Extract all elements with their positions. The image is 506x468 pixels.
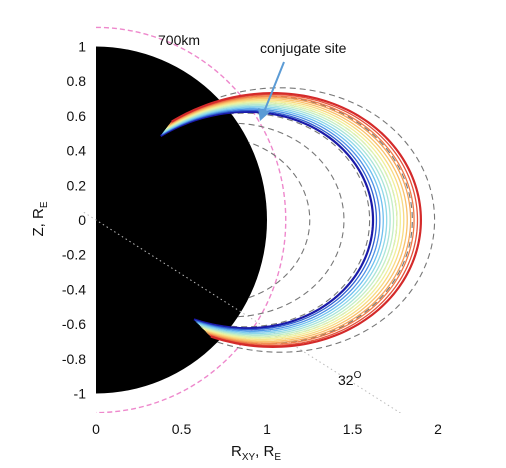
flux-tube-line-5 <box>164 104 391 336</box>
y-tick-label: -1 <box>74 386 87 402</box>
dipole-field-line-2 <box>231 112 371 328</box>
conjugate-site-label: conjugate site <box>260 40 347 56</box>
y-tick-label: 0 <box>78 212 86 228</box>
y-tick-label: -0.8 <box>62 351 86 367</box>
flux-tube-line-9 <box>167 99 405 341</box>
x-tick-label: 1 <box>263 421 271 437</box>
y-tick-label: 0.2 <box>67 177 87 193</box>
plot-area <box>82 26 436 413</box>
reference-line-32deg <box>82 210 402 413</box>
reference-lines <box>82 210 402 413</box>
flux-tube-line-7 <box>165 101 398 339</box>
dipole-field-line-4 <box>221 95 413 345</box>
earth-disk <box>96 46 267 394</box>
x-tick-label: 0 <box>92 421 100 437</box>
flux-tube <box>160 92 423 348</box>
dipole-field-line-5 <box>217 87 436 353</box>
y-axis-ticks: 1 0.8 0.6 0.4 0.2 0 -0.2 -0.4 -0.6 -0.8 -1 <box>62 39 86 402</box>
altitude-circle-700km <box>95 26 287 413</box>
conjugate-site-arrow <box>258 61 285 121</box>
flux-tube-line-10 <box>168 97 408 343</box>
x-tick-label: 0.5 <box>172 421 192 437</box>
x-axis-label: RXY, RE <box>231 443 281 463</box>
flux-tube-line-2 <box>161 108 381 332</box>
y-tick-label: 1 <box>78 39 86 55</box>
x-tick-label: 2 <box>434 421 442 437</box>
flux-tube-line-11 <box>169 96 412 344</box>
flux-tube-line-4 <box>163 105 388 335</box>
axes: 0 0.5 1 1.5 2 1 0.8 0.6 0.4 0.2 0 -0.2 -0.4 -0.6 -0.8… <box>62 39 442 438</box>
dipole-field-line-0 <box>248 141 311 299</box>
angle-label: 32O <box>338 370 362 388</box>
y-tick-label: -0.4 <box>62 281 86 297</box>
flux-tube-line-8 <box>166 100 402 340</box>
y-tick-label: 0.8 <box>67 73 87 89</box>
altitude-circle <box>95 26 287 413</box>
flux-tube-line-13 <box>170 93 419 347</box>
altitude-label: 700km <box>158 32 200 48</box>
flux-tube-line-6 <box>165 103 395 337</box>
y-axis-label: Z, RE <box>30 201 50 236</box>
dipole-field-line-1 <box>237 122 345 318</box>
flux-tube-line-0 <box>160 110 375 330</box>
flux-tube-line-1 <box>161 109 378 331</box>
y-tick-label: 0.6 <box>67 108 87 124</box>
flux-tube-line-12 <box>169 95 415 345</box>
x-axis-ticks: 0 0.5 1 1.5 2 <box>92 421 442 437</box>
flux-tube-line-3 <box>162 107 384 333</box>
y-tick-label: -0.6 <box>62 316 86 332</box>
x-tick-label: 1.5 <box>343 421 363 437</box>
y-tick-label: 0.4 <box>67 143 87 159</box>
earth <box>96 46 267 394</box>
flux-tube-line-14 <box>171 92 423 348</box>
y-tick-label: -0.2 <box>62 247 86 263</box>
